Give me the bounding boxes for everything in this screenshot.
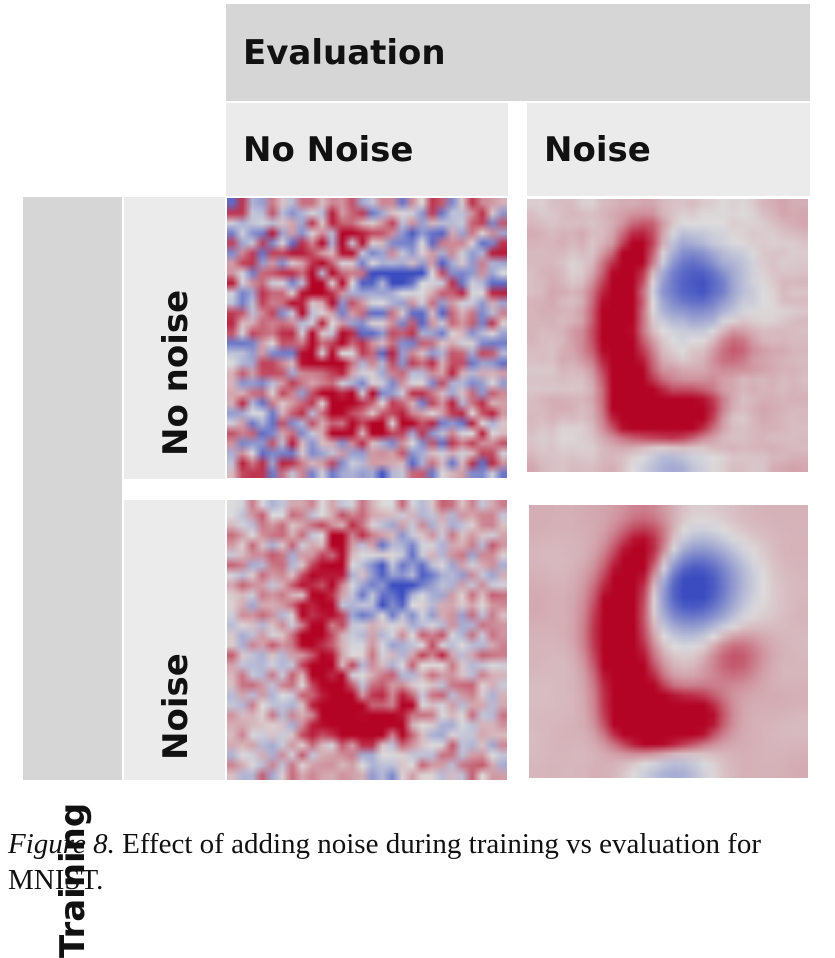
heatmap-train-no-noise-eval-no-noise xyxy=(227,198,507,478)
row-header-noise: Noise xyxy=(124,500,225,780)
caption-text: Effect of adding noise during training v… xyxy=(8,828,762,896)
figure-label: Figure 8. xyxy=(8,828,115,860)
column-label-no-noise: No Noise xyxy=(243,129,414,170)
heatmap-train-noise-eval-noise xyxy=(529,505,808,778)
row-label-no-noise: No noise xyxy=(156,289,196,456)
heatmap-train-noise-eval-no-noise xyxy=(227,500,507,780)
row-header-no-noise: No noise xyxy=(124,197,225,479)
row-label-noise: Noise xyxy=(156,653,196,760)
column-label-noise: Noise xyxy=(544,129,651,170)
figure-caption: Figure 8. Effect of adding noise during … xyxy=(8,826,834,898)
evaluation-label: Evaluation xyxy=(243,32,446,73)
heatmap-train-no-noise-eval-noise xyxy=(527,199,808,472)
training-header: Training xyxy=(23,197,122,958)
evaluation-header: Evaluation xyxy=(226,4,810,101)
column-header-no-noise: No Noise xyxy=(226,103,508,196)
column-header-noise: Noise xyxy=(527,103,810,196)
